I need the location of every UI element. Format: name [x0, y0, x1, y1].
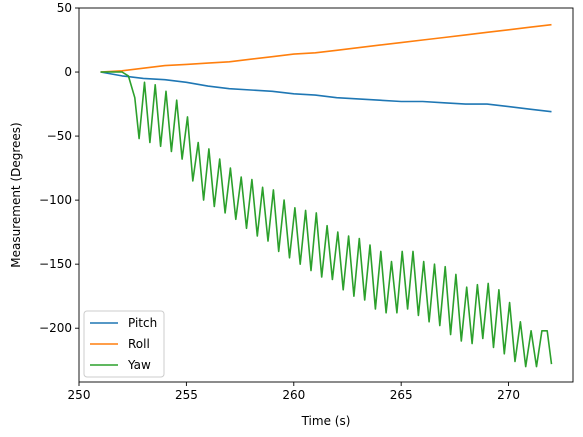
series-line-roll — [100, 23, 552, 73]
y-axis-label: Measurement (Degrees) — [9, 122, 23, 268]
x-tick-label: 265 — [390, 388, 413, 402]
legend: Pitch Roll Yaw — [83, 310, 165, 378]
y-axis-ticks: 50 0 −50 −100 −150 −200 — [39, 1, 79, 335]
x-tick-label: 255 — [175, 388, 198, 402]
y-tick-label: −150 — [39, 257, 72, 271]
x-tick-label: 260 — [282, 388, 305, 402]
plot-frame — [78, 7, 574, 383]
legend-label-pitch: Pitch — [128, 316, 157, 330]
y-tick-label: 0 — [64, 65, 72, 79]
plot-area — [100, 23, 553, 368]
y-tick-label: −50 — [47, 129, 72, 143]
y-tick-label: −100 — [39, 193, 72, 207]
series-line-pitch — [100, 71, 552, 113]
legend-label-yaw: Yaw — [127, 358, 151, 372]
y-tick-label: −200 — [39, 321, 72, 335]
series-line-yaw — [100, 71, 553, 368]
x-tick-label: 250 — [68, 388, 91, 402]
y-tick-label: 50 — [57, 1, 72, 15]
legend-label-roll: Roll — [128, 337, 150, 351]
legend-box — [83, 310, 165, 378]
x-tick-label: 270 — [497, 388, 520, 402]
x-axis-label: Time (s) — [301, 414, 351, 428]
x-axis-ticks: 250 255 260 265 270 — [68, 382, 520, 402]
